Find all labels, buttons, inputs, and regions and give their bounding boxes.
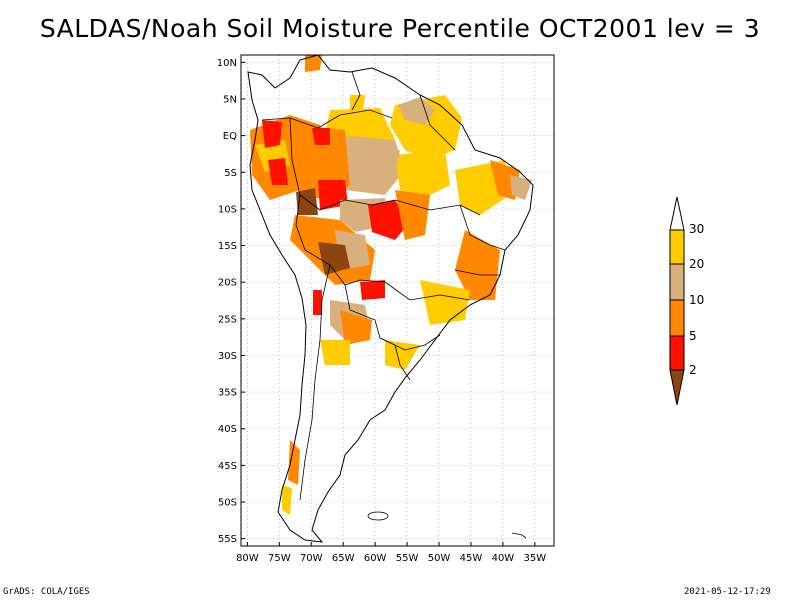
shade-yellow <box>395 150 450 200</box>
shade-tan <box>370 150 400 175</box>
colorbar-cap-top <box>669 196 685 231</box>
colorbar-swatch-2-5 <box>669 335 685 371</box>
lon-tick-label: 40W <box>492 553 515 564</box>
colorbar-label-30: 30 <box>689 222 705 236</box>
shade-orange <box>455 230 500 300</box>
colorbar-label-20: 20 <box>689 257 705 271</box>
shade-red <box>312 128 330 145</box>
colorbar-swatch-20-30 <box>669 229 685 265</box>
shade-yellow <box>385 340 420 370</box>
south-georgia <box>511 532 527 539</box>
colorbar-cap-bottom <box>669 369 685 406</box>
lat-tick-label: 40S <box>218 424 237 435</box>
lat-tick-label: 25S <box>218 314 237 325</box>
lat-tick-label: 45S <box>218 461 237 472</box>
shade-yellow <box>350 95 365 112</box>
colorbar-swatch-10-20 <box>669 263 685 301</box>
shade-red <box>262 120 282 148</box>
shade-yellow <box>282 485 292 515</box>
lat-tick-label: 30S <box>218 351 237 362</box>
shade-brown <box>318 242 350 275</box>
falkland-islands <box>367 511 389 521</box>
lat-tick-label: 15S <box>218 241 237 252</box>
country-borders <box>261 71 506 501</box>
shade-tan <box>398 97 435 125</box>
shade-brown <box>296 188 318 215</box>
shade-orange <box>340 310 372 345</box>
lat-tick-label: 55S <box>218 534 237 545</box>
shade-red <box>268 158 288 185</box>
lat-tick-label: 5N <box>223 94 237 105</box>
lat-tick-label: 35S <box>218 388 237 399</box>
footer-credit: GrADS: COLA/IGES <box>3 587 90 597</box>
lon-tick-label: 55W <box>396 553 419 564</box>
lon-tick-label: 75W <box>268 553 291 564</box>
colorbar-label-5: 5 <box>689 329 697 343</box>
shade-tan <box>510 175 532 200</box>
shade-yellow <box>320 340 350 365</box>
shade-yellow <box>420 280 470 325</box>
shade-orange <box>288 440 300 485</box>
lat-tick-label: 50S <box>218 498 237 509</box>
colorbar <box>669 196 685 406</box>
lon-tick-label: 35W <box>524 553 547 564</box>
footer-timestamp: 2021-05-12-17:29 <box>684 587 771 597</box>
lat-tick-label: 5S <box>224 168 237 179</box>
shade-orange <box>305 55 322 72</box>
lat-tick-label: 10S <box>218 204 237 215</box>
latitude-ticks: 10N 5N EQ 5S 10S 15S 20S 25S 30S 35S 40S 45S 50S 55S <box>217 58 245 545</box>
lon-tick-label: 45W <box>460 553 483 564</box>
longitude-ticks: 80W 75W 70W 65W 60W 55W 50W 45W 40W 35W <box>236 542 546 564</box>
lat-tick-label: 20S <box>218 278 237 289</box>
south-america-coastline <box>247 54 534 543</box>
soil-moisture-shading <box>250 55 532 515</box>
colorbar-label-10: 10 <box>689 293 705 307</box>
colorbar-swatch-5-10 <box>669 299 685 337</box>
map-frame <box>240 54 555 547</box>
lon-tick-label: 65W <box>332 553 355 564</box>
lon-tick-label: 70W <box>300 553 323 564</box>
lat-tick-label: 10N <box>217 58 237 69</box>
map-title: SALDAS/Noah Soil Moisture Percentile OCT… <box>39 14 761 43</box>
lon-tick-label: 60W <box>364 553 387 564</box>
lon-tick-label: 50W <box>428 553 451 564</box>
colorbar-label-2: 2 <box>689 363 697 377</box>
shade-red <box>360 280 385 300</box>
shade-red <box>313 290 322 315</box>
lat-tick-label: EQ <box>223 131 237 142</box>
lon-tick-label: 80W <box>236 553 259 564</box>
